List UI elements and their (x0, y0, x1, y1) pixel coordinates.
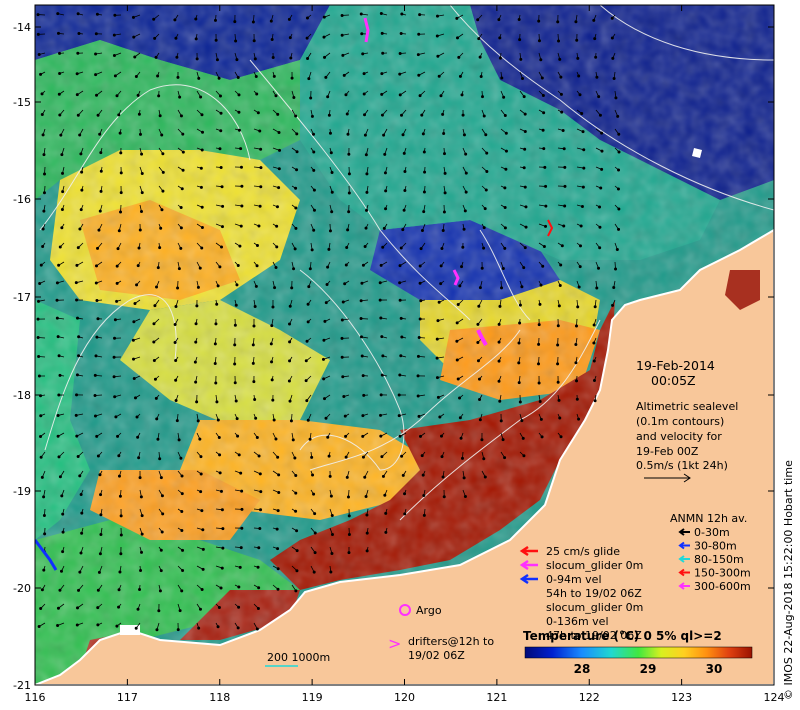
map-time: 00:05Z (651, 373, 696, 388)
y-tick-label: -14 (13, 21, 31, 34)
sst-field (35, 5, 774, 685)
anmn-arrow-icon (678, 582, 690, 590)
anmn-title: ANMN 12h av. (670, 512, 747, 525)
colorbar-tick-label: 28 (574, 662, 591, 676)
glider-extra-line: 54h to 19/02 06Z (546, 587, 642, 600)
argo-label: Argo (416, 604, 442, 617)
scale-label: 200 1000m (267, 651, 330, 664)
temperature-colorbar: Temperature (°C) 0 5% ql>=2 28 29 30 (523, 629, 753, 676)
y-axis-ticks: -14 -15 -16 -17 -18 -19 -20 -21 (13, 21, 774, 692)
glider-line-label: 25 cm/s glide (546, 545, 620, 558)
anmn-arrow-icon (678, 568, 690, 577)
anmn-item-label: 150-300m (694, 567, 751, 580)
glider-arrow-icon (519, 573, 538, 585)
altimetry-line: 19-Feb 00Z (636, 445, 699, 458)
anmn-arrow-icon (678, 541, 690, 550)
x-axis-ticks: 116 117 118 119 120 121 122 123 124 (25, 5, 785, 704)
colorbar-tick-label: 29 (640, 662, 657, 676)
altimetry-line: 0.5m/s (1kt 24h) (636, 459, 728, 472)
y-tick-label: -19 (13, 485, 31, 498)
x-tick-label: 118 (209, 691, 230, 704)
y-tick-label: -21 (13, 679, 31, 692)
x-tick-label: 122 (579, 691, 600, 704)
altimetry-note: Altimetric sealevel (0.1m contours) and … (636, 400, 738, 483)
altimetry-line: Altimetric sealevel (636, 400, 738, 413)
anmn-item-label: 30-80m (694, 540, 737, 553)
y-tick-label: -15 (13, 96, 31, 109)
glider-line-label: 0-94m vel (546, 573, 602, 586)
argo-marker-icon (399, 604, 411, 616)
depth-scale: 200 1000m (265, 651, 330, 667)
credit-text: © IMOS 22-Aug-2018 15:22:00 Hobart time (782, 460, 795, 700)
x-tick-label: 121 (486, 691, 507, 704)
anmn-item-label: 80-150m (694, 553, 744, 566)
map-date: 19-Feb-2014 (636, 358, 715, 373)
glider-arrow-icon (519, 559, 538, 571)
x-tick-label: 117 (117, 691, 138, 704)
x-tick-label: 119 (302, 691, 323, 704)
land-mass (35, 228, 774, 685)
velocity-scale-arrow (644, 473, 691, 483)
drifters-label: 19/02 06Z (408, 649, 465, 662)
anmn-arrow-icon (678, 555, 690, 563)
drifters-label: drifters@12h to (408, 635, 494, 648)
y-tick-label: -18 (13, 389, 31, 402)
glider-line-label: slocum_glider 0m (546, 559, 643, 572)
anmn-arrow-icon (678, 528, 690, 536)
x-tick-label: 124 (764, 691, 785, 704)
colorbar-title: Temperature (°C) 0 5% ql>=2 (523, 629, 722, 643)
anmn-item-label: 0-30m (694, 526, 730, 539)
altimetry-line: and velocity for (636, 430, 722, 443)
glider-arrow-icon (519, 545, 538, 557)
glider-extra-line: slocum_glider 0m (546, 601, 643, 614)
x-tick-label: 123 (671, 691, 692, 704)
anmn-item-label: 300-600m (694, 580, 751, 593)
y-tick-label: -20 (13, 582, 31, 595)
altimetry-line: (0.1m contours) (636, 415, 724, 428)
drifter-chevron-icon: > (388, 634, 401, 653)
anmn-legend: ANMN 12h av. 0-30m30-80m80-150m150-300m3… (670, 512, 751, 593)
x-tick-label: 116 (25, 691, 46, 704)
y-tick-label: -16 (13, 193, 31, 206)
glider-extra-line: 0-136m vel (546, 615, 609, 628)
y-tick-label: -17 (13, 291, 31, 304)
x-tick-label: 120 (394, 691, 415, 704)
glider-extra-line: 47h to 19/02 06Z (546, 629, 642, 642)
colorbar-tick-label: 30 (706, 662, 723, 676)
